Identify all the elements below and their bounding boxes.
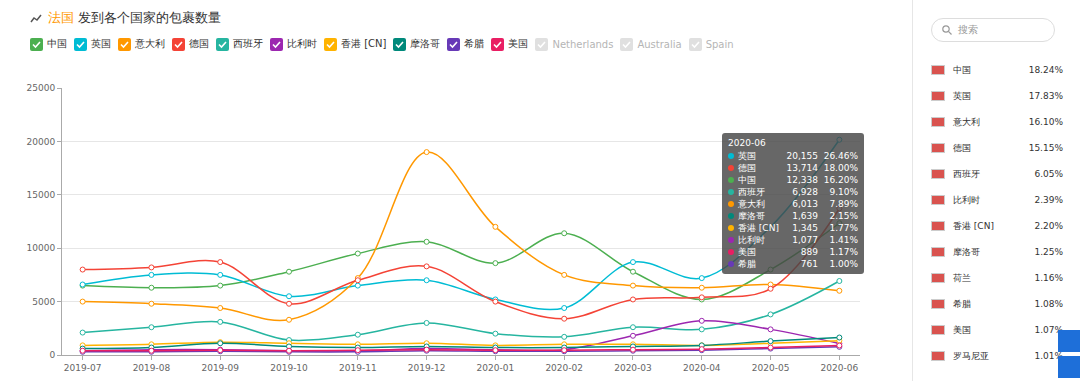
html-text:761: 761 [800, 259, 818, 269]
html-text:1,077: 1,077 [792, 235, 818, 245]
svg-text:2019-11: 2019-11 [339, 363, 377, 373]
html-text:2020-06: 2020-06 [728, 138, 766, 148]
svg-text:2020-03: 2020-03 [614, 363, 652, 373]
svg-text:15000: 15000 [27, 190, 56, 200]
html-text:中国: 中国 [953, 64, 971, 75]
html-text:1.01%: 1.01% [1034, 351, 1063, 361]
svg-text:0: 0 [49, 350, 55, 360]
html-text:意大利: 意大利 [135, 38, 165, 49]
html-text:德国: 德国 [738, 163, 756, 173]
html-text:1.16%: 1.16% [1034, 273, 1063, 283]
html-text:摩洛哥: 摩洛哥 [410, 38, 441, 49]
html-text:889: 889 [800, 247, 818, 257]
html-text:摩洛哥: 摩洛哥 [738, 211, 765, 221]
html-text:香港 [CN]: 香港 [CN] [738, 223, 779, 233]
html-text:12,338: 12,338 [786, 175, 818, 185]
svg-text:2020-04: 2020-04 [683, 363, 721, 373]
html-text:希腊: 希腊 [738, 259, 756, 269]
svg-text:2020-05: 2020-05 [752, 363, 790, 373]
html-text:1.08%: 1.08% [1034, 299, 1063, 309]
html-text:比利时: 比利时 [738, 235, 765, 245]
svg-text:2020-06: 2020-06 [821, 363, 859, 373]
svg-text:2019-08: 2019-08 [133, 363, 171, 373]
html-text:西班牙: 西班牙 [738, 187, 765, 197]
html-text:1.17%: 1.17% [829, 247, 858, 257]
html-text:美国: 美国 [738, 247, 756, 257]
svg-text:25000: 25000 [27, 83, 56, 93]
html-text:9.10%: 9.10% [829, 187, 858, 197]
svg-text:2019-12: 2019-12 [408, 363, 446, 373]
html-text:德国: 德国 [189, 38, 209, 49]
html-text:中国: 中国 [47, 38, 67, 49]
svg-text:2020-02: 2020-02 [545, 363, 583, 373]
html-text:1.77%: 1.77% [829, 223, 858, 233]
html-text:摩洛哥: 摩洛哥 [953, 246, 980, 257]
html-text:2.20%: 2.20% [1034, 221, 1063, 231]
html-text:英国: 英国 [953, 90, 971, 101]
html-text:1.00%: 1.00% [829, 259, 858, 269]
html-text:20,155: 20,155 [786, 151, 818, 161]
html-text:6,013: 6,013 [792, 199, 818, 209]
html-text:18.00%: 18.00% [823, 163, 858, 173]
html-text:6,928: 6,928 [792, 187, 818, 197]
html-text:西班牙: 西班牙 [953, 168, 980, 179]
html-text:2.15%: 2.15% [829, 211, 858, 221]
html-text:Spain: Spain [705, 38, 734, 50]
html-text:16.10%: 16.10% [1028, 117, 1063, 127]
html-text:美国: 美国 [953, 324, 971, 335]
html-text:1.07%: 1.07% [1034, 325, 1063, 335]
svg-text:2019-09: 2019-09 [201, 363, 239, 373]
html-text:香港 [CN]: 香港 [CN] [953, 220, 994, 231]
html-text:比利时: 比利时 [953, 194, 980, 205]
html-text:希腊: 希腊 [464, 38, 485, 49]
html-text:比利时: 比利时 [287, 38, 317, 49]
html-text:1,639: 1,639 [792, 211, 818, 221]
html-text:7.89%: 7.89% [829, 199, 858, 209]
html-text:意大利: 意大利 [953, 116, 980, 127]
svg-text:2020-01: 2020-01 [477, 363, 515, 373]
svg-text:10000: 10000 [27, 243, 56, 253]
html-text:英国: 英国 [91, 38, 111, 49]
html-text:15.15%: 15.15% [1028, 143, 1063, 153]
html-text:2.39%: 2.39% [1034, 195, 1063, 205]
html-text:西班牙: 西班牙 [233, 38, 263, 49]
svg-text:5000: 5000 [32, 297, 55, 307]
html-text:18.24%: 18.24% [1028, 65, 1063, 75]
html-text:希腊: 希腊 [953, 298, 971, 309]
html-text:Australia: Australia [637, 38, 682, 50]
html-text:中国: 中国 [738, 175, 756, 185]
html-text:意大利: 意大利 [738, 199, 765, 209]
svg-text:2019-10: 2019-10 [270, 363, 308, 373]
html-text:英国: 英国 [738, 151, 756, 161]
html-text:1,345: 1,345 [792, 223, 818, 233]
html-text:17.83%: 17.83% [1028, 91, 1063, 101]
html-text:荷兰: 荷兰 [953, 272, 971, 283]
html-text:香港 [CN]: 香港 [CN] [341, 38, 387, 49]
svg-text:20000: 20000 [27, 137, 56, 147]
html-text:26.46%: 26.46% [823, 151, 858, 161]
svg-text:2019-07: 2019-07 [64, 363, 102, 373]
html-text:Netherlands: Netherlands [552, 38, 614, 50]
html-text:德国: 德国 [953, 142, 971, 153]
html-text:美国: 美国 [508, 38, 529, 49]
html-text:法国发到各个国家的包裹数量: 法国发到各个国家的包裹数量 [48, 10, 222, 25]
html-text:罗马尼亚: 罗马尼亚 [953, 350, 989, 361]
html-text:1.41%: 1.41% [829, 235, 858, 245]
html-text:16.20%: 16.20% [823, 175, 858, 185]
html-text:6.05%: 6.05% [1034, 169, 1063, 179]
html-text:1.25%: 1.25% [1034, 247, 1063, 257]
html-text:搜索: 搜索 [958, 24, 978, 35]
html-text:13,714: 13,714 [786, 163, 818, 173]
